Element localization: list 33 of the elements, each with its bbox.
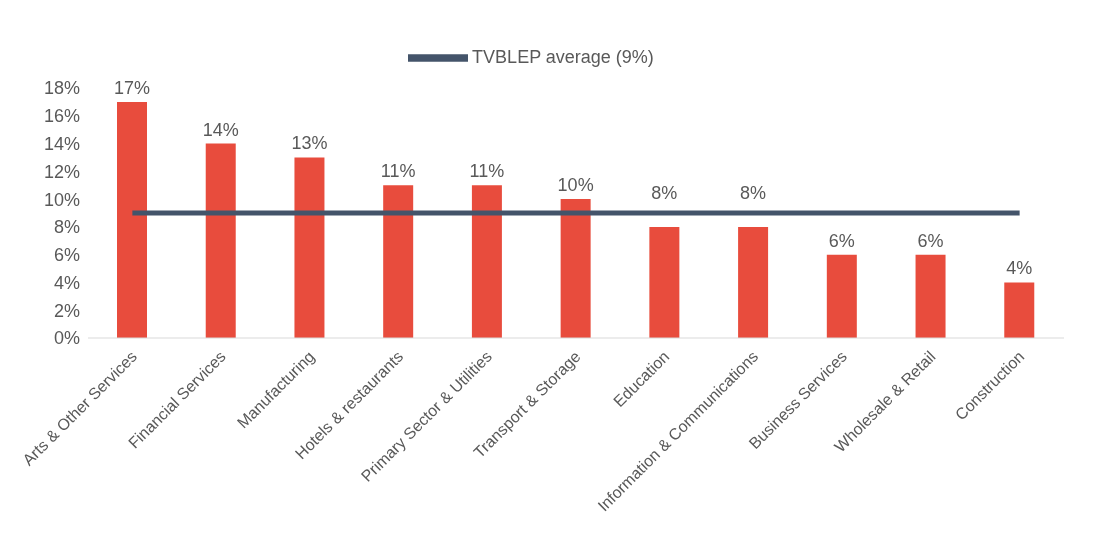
bar: [471, 185, 502, 338]
bar: [294, 157, 325, 338]
y-tick-label: 10%: [43, 189, 80, 210]
y-tick-label: 12%: [43, 161, 80, 182]
y-tick-label: 0%: [53, 328, 80, 349]
bar: [738, 226, 769, 338]
data-label: 14%: [202, 119, 239, 140]
y-tick-label: 14%: [43, 133, 80, 154]
bar: [117, 101, 147, 338]
legend-label: TVBLEP average (9%): [472, 46, 654, 67]
bar: [1004, 282, 1035, 338]
data-label: 17%: [113, 77, 151, 98]
y-tick-label: 8%: [53, 217, 80, 238]
bar: [560, 199, 591, 338]
bar: [915, 254, 946, 338]
data-label: 11%: [469, 161, 505, 182]
y-tick-label: 18%: [43, 78, 80, 99]
data-label: 6%: [828, 230, 855, 251]
bar: [205, 143, 236, 338]
data-label: 4%: [1006, 258, 1033, 279]
y-tick-label: 4%: [53, 272, 80, 293]
y-tick-label: 16%: [43, 106, 80, 127]
data-label: 8%: [651, 183, 678, 203]
data-label: 11%: [380, 161, 416, 182]
y-tick-label: 2%: [53, 300, 80, 321]
bar: [383, 185, 414, 338]
y-tick-label: 6%: [53, 245, 80, 266]
data-label: 10%: [557, 175, 594, 196]
bar: [826, 254, 857, 338]
data-label: 8%: [740, 183, 767, 203]
bar: [649, 226, 680, 338]
data-label: 6%: [917, 230, 944, 251]
data-label: 13%: [291, 133, 328, 154]
